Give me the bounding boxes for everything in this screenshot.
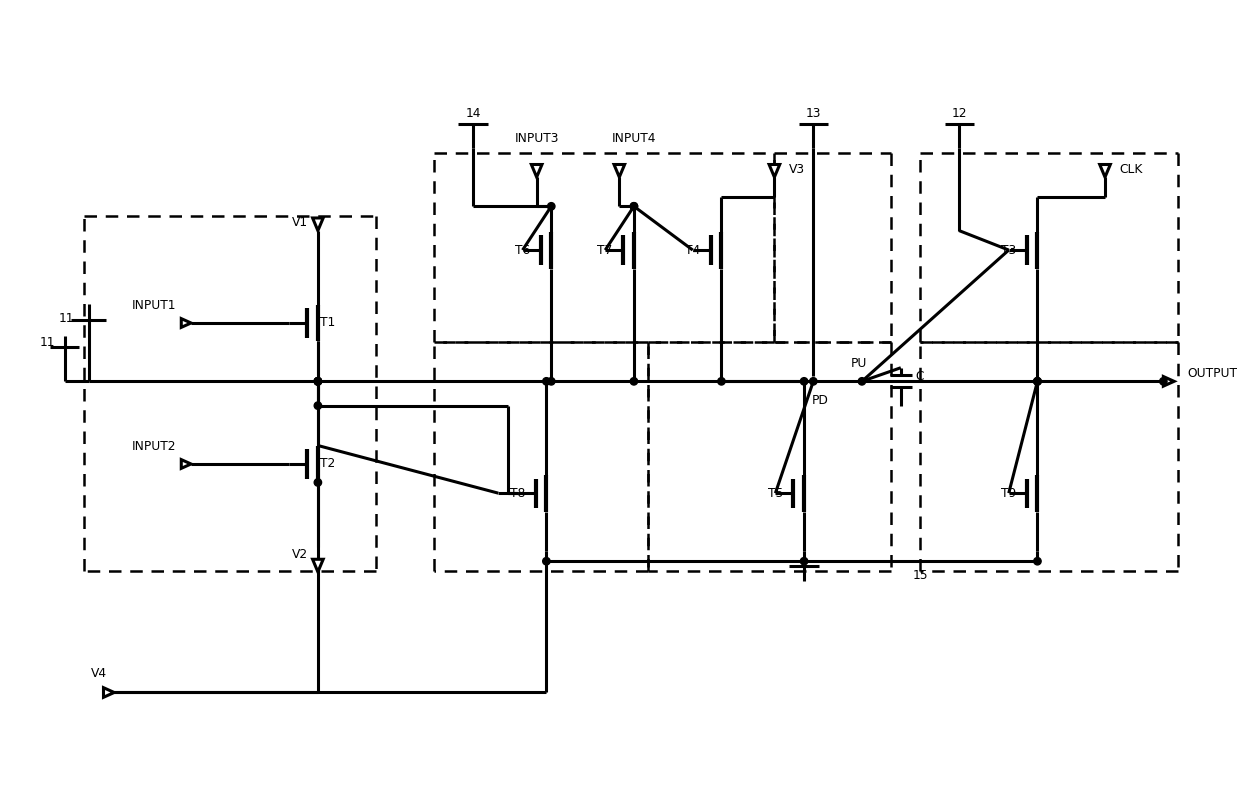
Text: INPUT4: INPUT4: [611, 132, 656, 145]
Text: T9: T9: [1001, 487, 1017, 500]
Circle shape: [1034, 377, 1042, 385]
Circle shape: [630, 203, 637, 210]
Text: PD: PD: [812, 395, 828, 407]
Text: V1: V1: [293, 216, 309, 230]
Text: T1: T1: [320, 317, 336, 329]
Polygon shape: [312, 560, 324, 572]
Text: OUTPUT: OUTPUT: [1188, 367, 1238, 380]
Circle shape: [800, 557, 807, 565]
Text: T2: T2: [320, 457, 336, 471]
Circle shape: [858, 377, 866, 385]
Text: PU: PU: [851, 358, 867, 370]
Text: INPUT3: INPUT3: [515, 132, 559, 145]
Text: T5: T5: [768, 487, 782, 500]
Circle shape: [314, 402, 321, 410]
Text: INPUT2: INPUT2: [131, 440, 176, 453]
Polygon shape: [1100, 164, 1110, 177]
Text: 11: 11: [58, 311, 74, 325]
Text: T4: T4: [684, 244, 701, 256]
Text: T3: T3: [1001, 244, 1017, 256]
Circle shape: [1159, 377, 1167, 385]
Text: INPUT1: INPUT1: [131, 299, 176, 312]
Circle shape: [314, 479, 321, 487]
Circle shape: [630, 203, 637, 210]
Text: 15: 15: [913, 569, 929, 582]
Text: V2: V2: [293, 548, 309, 561]
Circle shape: [1034, 557, 1042, 565]
Text: 13: 13: [806, 108, 821, 120]
Text: C: C: [915, 370, 924, 383]
Circle shape: [800, 377, 807, 385]
Polygon shape: [181, 318, 191, 327]
Circle shape: [314, 377, 321, 385]
Text: V3: V3: [789, 163, 805, 176]
Circle shape: [1034, 377, 1042, 385]
Circle shape: [314, 377, 321, 385]
Circle shape: [548, 203, 556, 210]
Text: T6: T6: [515, 244, 529, 256]
Circle shape: [718, 377, 725, 385]
Circle shape: [543, 377, 551, 385]
Polygon shape: [614, 164, 625, 177]
Circle shape: [314, 377, 321, 385]
Text: CLK: CLK: [1120, 163, 1143, 176]
Polygon shape: [1163, 376, 1174, 386]
Circle shape: [630, 377, 637, 385]
Text: V4: V4: [91, 667, 107, 680]
Text: 11: 11: [40, 336, 55, 349]
Polygon shape: [769, 164, 780, 177]
Text: 14: 14: [465, 108, 481, 120]
Circle shape: [1034, 377, 1042, 385]
Text: T7: T7: [598, 244, 613, 256]
Text: 12: 12: [951, 108, 967, 120]
Circle shape: [314, 377, 321, 385]
Polygon shape: [312, 218, 324, 230]
Polygon shape: [103, 688, 114, 697]
Circle shape: [810, 377, 817, 385]
Circle shape: [548, 377, 556, 385]
Text: T8: T8: [510, 487, 526, 500]
Polygon shape: [181, 460, 191, 468]
Circle shape: [543, 557, 551, 565]
Polygon shape: [532, 164, 542, 177]
